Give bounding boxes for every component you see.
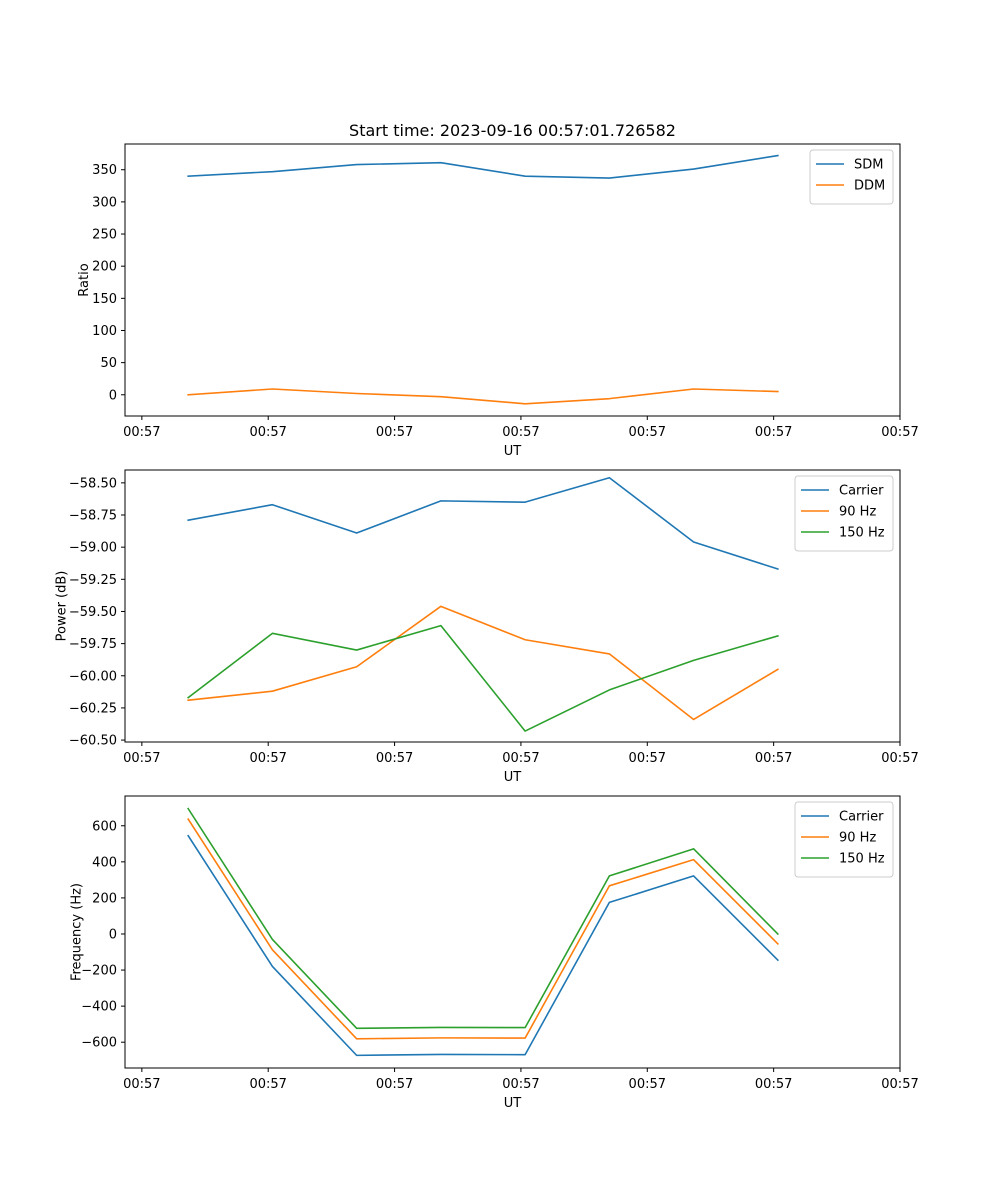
x-tick-label: 00:57 — [755, 1077, 792, 1092]
x-axis-label: UT — [504, 444, 522, 459]
y-tick-label: 600 — [92, 819, 117, 834]
y-tick-label: 50 — [100, 356, 117, 371]
y-tick-label: 250 — [92, 228, 117, 243]
panels: 00:57 00:57 00:57 00:57 00:57 00:57 00:57 0 50 10… — [54, 143, 919, 1111]
x-tick-label: 00:57 — [755, 425, 792, 440]
x-tick-label: 00:57 — [629, 751, 666, 766]
series-line-sdm — [187, 154, 779, 179]
y-tick-label: 400 — [92, 855, 117, 870]
series-line-carrier — [187, 476, 779, 571]
axes-frame — [124, 143, 901, 417]
panel-3: 00:57 00:57 00:57 00:57 00:57 00:57 00:57 −600 −… — [70, 795, 919, 1111]
y-tick-label: −200 — [81, 964, 117, 979]
x-tick-label: 00:57 — [755, 751, 792, 766]
y-tick-label: 150 — [92, 292, 117, 307]
series-line-ddm — [187, 388, 779, 405]
panel-1: 00:57 00:57 00:57 00:57 00:57 00:57 00:57 0 50 10… — [77, 143, 919, 459]
y-tick-label: −60.25 — [69, 701, 117, 716]
y-tick-label: 200 — [92, 260, 117, 275]
series-line-90-hz — [187, 817, 779, 1040]
figure-title: Start time: 2023-09-16 00:57:01.726582 — [349, 121, 676, 140]
legend: Carrier 90 Hz 150 Hz — [794, 475, 894, 552]
x-tick-label: 00:57 — [376, 751, 413, 766]
y-tick-label: −59.00 — [69, 541, 117, 556]
series-line-150-hz — [187, 624, 779, 732]
y-tick-label: 300 — [92, 195, 117, 210]
x-tick-label: 00:57 — [881, 751, 918, 766]
legend-label: Carrier — [839, 484, 884, 499]
legend-label: DDM — [854, 179, 885, 194]
y-tick-label: 100 — [92, 324, 117, 339]
x-tick-label: 00:57 — [249, 425, 286, 440]
y-tick-label: −60.00 — [69, 669, 117, 684]
y-tick-label: −59.25 — [69, 573, 117, 588]
y-tick-label: 0 — [109, 388, 117, 403]
y-tick-label: −59.50 — [69, 605, 117, 620]
y-tick-label: 0 — [109, 927, 117, 942]
legend-label: 150 Hz — [839, 526, 885, 541]
x-tick-label: 00:57 — [376, 425, 413, 440]
legend-label: 150 Hz — [839, 852, 885, 867]
y-axis-label: Ratio — [77, 263, 92, 296]
series-line-90-hz — [187, 605, 779, 721]
x-tick-label: 00:57 — [249, 1077, 286, 1092]
panel-2: 00:57 00:57 00:57 00:57 00:57 00:57 00:57 −60.5… — [54, 469, 919, 785]
y-tick-label: −400 — [81, 1000, 117, 1015]
x-tick-label: 00:57 — [881, 425, 918, 440]
x-tick-label: 00:57 — [881, 1077, 918, 1092]
legend-label: 90 Hz — [839, 505, 876, 520]
x-axis-label: UT — [504, 770, 522, 785]
x-tick-label: 00:57 — [376, 1077, 413, 1092]
x-tick-label: 00:57 — [123, 751, 160, 766]
y-tick-label: −59.75 — [69, 637, 117, 652]
legend: SDM DDM — [809, 149, 894, 205]
legend-label: Carrier — [839, 810, 884, 825]
y-axis-label: Power (dB) — [54, 571, 69, 642]
x-axis-label: UT — [504, 1096, 522, 1111]
x-tick-label: 00:57 — [502, 751, 539, 766]
x-tick-label: 00:57 — [123, 425, 160, 440]
y-tick-label: −600 — [81, 1036, 117, 1051]
y-tick-label: 350 — [92, 163, 117, 178]
y-tick-label: −58.50 — [69, 476, 117, 491]
y-tick-label: −60.50 — [69, 734, 117, 749]
x-tick-label: 00:57 — [502, 425, 539, 440]
x-tick-label: 00:57 — [629, 1077, 666, 1092]
x-tick-label: 00:57 — [249, 751, 286, 766]
x-tick-label: 00:57 — [629, 425, 666, 440]
legend-label: SDM — [854, 158, 883, 173]
series-line-150-hz — [187, 807, 779, 1030]
x-tick-label: 00:57 — [123, 1077, 160, 1092]
y-tick-label: 200 — [92, 891, 117, 906]
legend-label: 90 Hz — [839, 831, 876, 846]
legend: Carrier 90 Hz 150 Hz — [794, 801, 894, 878]
y-tick-label: −58.75 — [69, 509, 117, 524]
x-tick-label: 00:57 — [502, 1077, 539, 1092]
y-axis-label: Frequency (Hz) — [70, 883, 85, 981]
axes-frame — [124, 469, 901, 743]
axes-frame — [124, 795, 901, 1069]
series-line-carrier — [187, 834, 779, 1057]
